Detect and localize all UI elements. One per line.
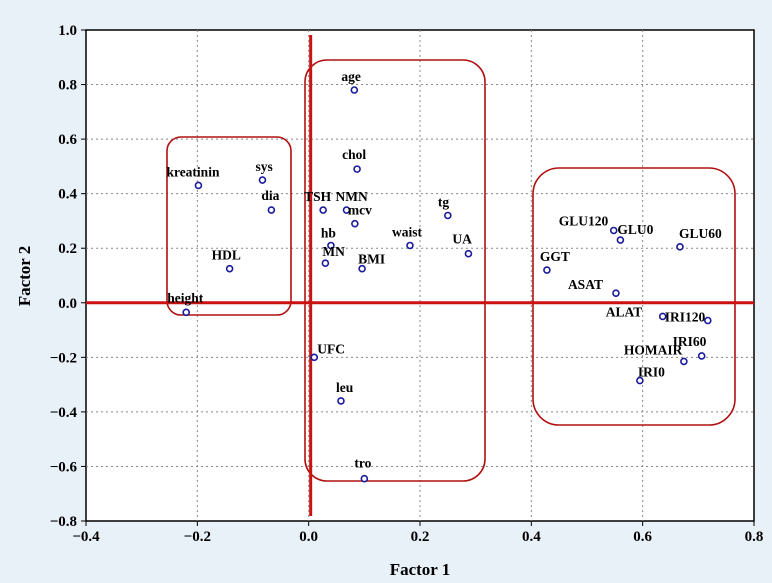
point-label: NMN (336, 189, 368, 204)
point-label: height (167, 290, 204, 305)
y-tick-label: −0.2 (50, 350, 77, 366)
y-tick-label: 1.0 (58, 23, 77, 39)
y-tick-label: 0.8 (58, 78, 77, 94)
data-point (351, 219, 359, 228)
point-label: dia (261, 188, 279, 203)
x-axis-label: Factor 1 (390, 560, 451, 579)
data-point (616, 236, 625, 244)
data-point (182, 308, 190, 317)
y-tick-label: −0.8 (50, 514, 77, 530)
x-tick-label: 0.2 (411, 529, 430, 545)
data-point (310, 353, 319, 362)
point-label: UA (452, 232, 472, 247)
point-label: GLU120 (559, 213, 609, 228)
group-center-box (304, 59, 486, 482)
point-label: IRI120 (665, 310, 706, 325)
y-tick-label: 0.6 (58, 132, 77, 148)
point-label: GGT (540, 249, 570, 264)
point-label: chol (342, 147, 366, 162)
point-label: IRI0 (638, 365, 665, 380)
point-label: BMI (358, 252, 385, 267)
data-point (676, 243, 684, 251)
point-label: tg (438, 194, 449, 209)
x-tick-label: −0.4 (72, 529, 100, 545)
point-label: HOMAIR (624, 342, 683, 357)
data-point (444, 211, 452, 220)
data-point (406, 241, 414, 250)
data-point (337, 397, 345, 405)
point-label: TSH (304, 189, 332, 204)
data-point (697, 352, 706, 360)
data-point (360, 474, 369, 483)
x-tick-label: −0.2 (184, 529, 211, 545)
point-label: leu (336, 380, 354, 395)
data-point (267, 206, 276, 214)
data-point (636, 376, 644, 385)
data-point (658, 312, 667, 321)
point-label: hb (321, 225, 336, 240)
reference-lines (86, 35, 754, 516)
point-label: UFC (317, 341, 345, 356)
data-point (258, 176, 267, 184)
x-tick-label: 0.8 (745, 529, 764, 545)
x-tick-label: 0.0 (299, 529, 318, 545)
y-tick-label: 0.0 (58, 296, 77, 312)
data-point (703, 316, 712, 325)
data-point (319, 206, 327, 214)
data-point (609, 226, 618, 235)
point-label: ALAT (606, 304, 643, 319)
y-axis-label: Factor 2 (15, 246, 34, 307)
x-tick-label: 0.6 (633, 529, 652, 545)
point-label: mcv (348, 203, 372, 218)
point-label: age (341, 69, 361, 84)
point-label: IRI60 (673, 334, 707, 349)
data-point (358, 264, 366, 273)
point-label: GLU0 (617, 222, 653, 237)
y-tick-label: −0.6 (50, 459, 78, 475)
data-point (464, 249, 473, 258)
data-point (194, 181, 203, 190)
point-label: waist (392, 224, 423, 239)
point-label: HDL (212, 248, 241, 263)
group-right-box (532, 167, 736, 426)
data-point (321, 259, 330, 268)
data-point (225, 264, 234, 273)
point-label: MN (322, 244, 345, 259)
group-left-box (166, 136, 292, 316)
x-tick-label: 0.4 (522, 529, 541, 545)
data-point (350, 86, 359, 94)
y-tick-label: −0.4 (50, 405, 78, 421)
group-outlines (166, 59, 736, 482)
axis-ticks: −0.4 −0.2 0.0 0.2 0.4 0.6 0.8 −0.8 −0.6 −0.4 −0.2 0… (50, 23, 764, 545)
data-point (612, 289, 620, 298)
data-point (543, 266, 551, 274)
y-tick-label: 0.2 (58, 241, 77, 257)
point-label: kreatinin (166, 164, 220, 179)
y-tick-label: 0.4 (58, 187, 77, 203)
data-point (342, 206, 351, 214)
point-label: GLU60 (679, 226, 722, 241)
data-point (680, 357, 688, 366)
point-label: ASAT (568, 277, 603, 292)
point-label: tro (354, 456, 371, 471)
point-label: sys (255, 159, 272, 174)
data-point (327, 241, 335, 250)
data-point (353, 165, 361, 173)
